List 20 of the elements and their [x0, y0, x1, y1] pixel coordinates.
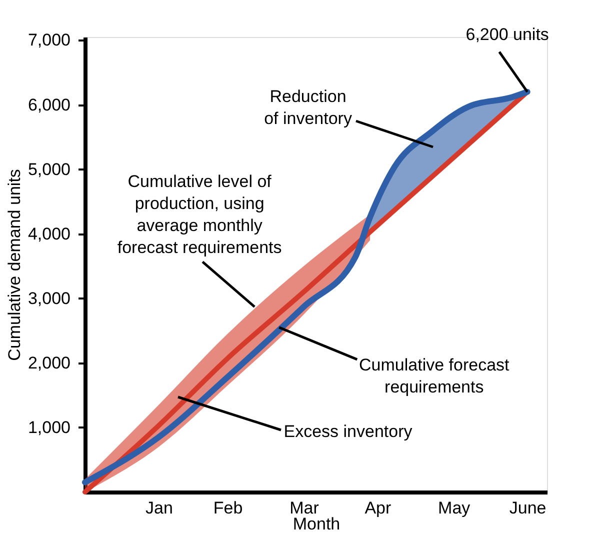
y-tick-label: 4,000 [28, 224, 70, 244]
y-tick-label: 7,000 [28, 30, 70, 50]
y-tick-label: 6,000 [28, 95, 70, 114]
x-axis-title: Month [292, 514, 340, 534]
x-tick-label: May [438, 498, 471, 518]
y-tick-label: 1,000 [28, 418, 70, 437]
x-tick-label: Feb [213, 498, 243, 518]
y-axis-title: Cumulative demand units [4, 169, 24, 361]
x-tick-label: June [509, 498, 546, 518]
y-tick-label: 5,000 [28, 160, 70, 179]
annotation: Reduction of inventory [264, 87, 352, 128]
x-tick-label: Apr [364, 498, 392, 518]
x-tick-label: Mar [290, 498, 320, 518]
x-tick-label: Jan [146, 498, 173, 518]
annotation: Excess inventory [284, 422, 413, 441]
annotation: Cumulative forecast requirements [359, 355, 510, 396]
y-tick-label: 3,000 [28, 288, 70, 308]
annotation: Cumulative level of production, using average monthly forecast requirements [117, 172, 282, 257]
y-tick-label: 2,000 [28, 353, 70, 372]
annotation: 6,200 units [466, 24, 549, 44]
